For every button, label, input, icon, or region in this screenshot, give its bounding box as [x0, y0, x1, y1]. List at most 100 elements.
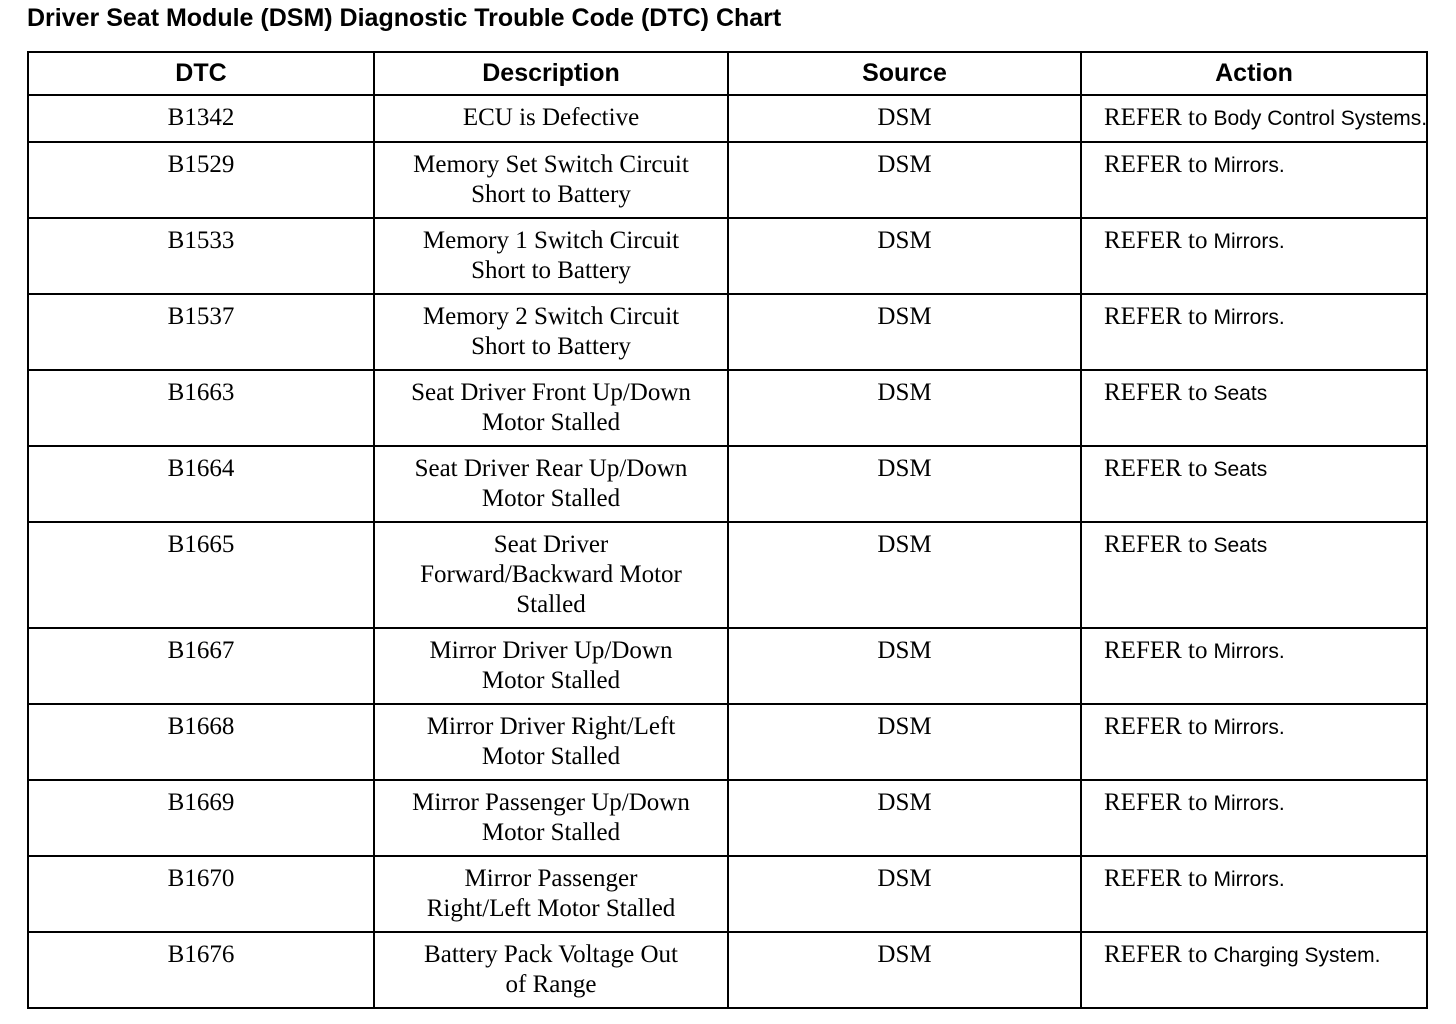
action-verb: REFER to: [1104, 941, 1208, 968]
description-line: Short to Battery: [471, 257, 631, 284]
action-verb: REFER to: [1104, 865, 1208, 892]
action-verb: REFER to: [1104, 104, 1208, 131]
source-cell: DSM: [727, 931, 1082, 1009]
description-line: Memory 2 Switch Circuit: [422, 303, 680, 330]
description-cell: ECU is Defective: [373, 94, 729, 143]
action-verb: REFER to: [1104, 789, 1208, 816]
description-cell: Seat Driver Forward/Backward Motor Stalled: [373, 521, 729, 629]
description-cell: Seat Driver Front Up/Down Motor Stalled: [373, 369, 729, 447]
action-target: Mirrors.: [1213, 306, 1285, 329]
dtc-cell: B1663: [27, 369, 375, 447]
description-line: Short to Battery: [471, 181, 631, 208]
source-cell: DSM: [727, 141, 1082, 219]
description-line: Mirror Driver Right/Left: [426, 713, 676, 740]
action-target: Mirrors.: [1213, 716, 1285, 739]
description-line: Short to Battery: [471, 333, 631, 360]
dtc-cell: B1537: [27, 293, 375, 371]
source-cell: DSM: [727, 627, 1082, 705]
action-verb: REFER to: [1104, 303, 1208, 330]
action-cell: REFER to Mirrors.: [1080, 293, 1428, 371]
description-cell: Mirror Driver Up/Down Motor Stalled: [373, 627, 729, 705]
dtc-cell: B1533: [27, 217, 375, 295]
action-verb: REFER to: [1104, 531, 1208, 558]
description-line: Memory Set Switch Circuit: [413, 151, 689, 178]
dtc-table: DTC Description Source Action B1342 ECU is D…: [27, 51, 1428, 1009]
action-target: Seats: [1213, 458, 1268, 481]
action-verb: REFER to: [1104, 455, 1208, 482]
source-cell: DSM: [727, 217, 1082, 295]
action-target: Mirrors.: [1213, 868, 1285, 891]
dtc-cell: B1669: [27, 779, 375, 857]
column-header: Action: [1080, 51, 1428, 96]
description-line: Battery Pack Voltage Out: [424, 941, 678, 968]
table-row: B1668 Mirror Driver Right/Left Motor Stall…: [27, 703, 1428, 781]
table-row: B1665 Seat Driver Forward/Backward Motor St…: [27, 521, 1428, 629]
table-body: B1342 ECU is Defective DSM REFER to Body Con…: [27, 94, 1428, 1009]
action-cell: REFER to Mirrors.: [1080, 627, 1428, 705]
source-cell: DSM: [727, 369, 1082, 447]
description-cell: Seat Driver Rear Up/Down Motor Stalled: [373, 445, 729, 523]
source-cell: DSM: [727, 94, 1082, 143]
action-cell: REFER to Mirrors.: [1080, 141, 1428, 219]
table-row: B1667 Mirror Driver Up/Down Motor Stalled D…: [27, 627, 1428, 705]
action-target: Mirrors.: [1213, 640, 1285, 663]
source-cell: DSM: [727, 703, 1082, 781]
description-cell: Mirror Passenger Up/Down Motor Stalled: [373, 779, 729, 857]
table-row: B1533 Memory 1 Switch Circuit Short to Bat…: [27, 217, 1428, 295]
table-row: B1669 Mirror Passenger Up/Down Motor Stall…: [27, 779, 1428, 857]
action-cell: REFER to Mirrors.: [1080, 217, 1428, 295]
description-line: Seat Driver: [493, 531, 609, 558]
dtc-cell: B1665: [27, 521, 375, 629]
action-target: Mirrors.: [1213, 230, 1285, 253]
description-line: Seat Driver Rear Up/Down: [414, 455, 688, 482]
description-line: Motor Stalled: [481, 667, 621, 694]
action-target: Seats: [1213, 382, 1268, 405]
table-row: B1664 Seat Driver Rear Up/Down Motor Stall…: [27, 445, 1428, 523]
dtc-cell: B1668: [27, 703, 375, 781]
dtc-cell: B1676: [27, 931, 375, 1009]
source-cell: DSM: [727, 779, 1082, 857]
source-cell: DSM: [727, 445, 1082, 523]
column-header: Description: [373, 51, 729, 96]
action-cell: REFER to Seats: [1080, 445, 1428, 523]
action-cell: REFER to Body Control Systems.: [1080, 94, 1428, 143]
description-line: Motor Stalled: [481, 409, 621, 436]
description-line: Motor Stalled: [481, 743, 621, 770]
action-cell: REFER to Charging System.: [1080, 931, 1428, 1009]
table-row: B1670 Mirror Passenger Right/Left Motor St…: [27, 855, 1428, 933]
description-cell: Memory Set Switch Circuit Short to Batter…: [373, 141, 729, 219]
dtc-cell: B1529: [27, 141, 375, 219]
column-header: DTC: [27, 51, 375, 96]
description-line: of Range: [505, 971, 597, 998]
table-row: B1663 Seat Driver Front Up/Down Motor Stal…: [27, 369, 1428, 447]
description-line: Motor Stalled: [481, 485, 621, 512]
table-row: B1676 Battery Pack Voltage Out of Range DSM…: [27, 931, 1428, 1009]
action-verb: REFER to: [1104, 151, 1208, 178]
action-verb: REFER to: [1104, 637, 1208, 664]
description-cell: Mirror Passenger Right/Left Motor Stalled: [373, 855, 729, 933]
action-cell: REFER to Seats: [1080, 369, 1428, 447]
description-line: Motor Stalled: [481, 819, 621, 846]
action-verb: REFER to: [1104, 227, 1208, 254]
action-cell: REFER to Mirrors.: [1080, 703, 1428, 781]
source-cell: DSM: [727, 293, 1082, 371]
action-target: Charging System.: [1213, 944, 1381, 967]
description-line: Mirror Passenger Up/Down: [412, 789, 690, 816]
action-target: Mirrors.: [1213, 154, 1285, 177]
description-line: Memory 1 Switch Circuit: [422, 227, 680, 254]
description-line: Stalled: [516, 591, 586, 618]
description-line: Mirror Driver Up/Down: [429, 637, 673, 664]
dtc-cell: B1342: [27, 94, 375, 143]
title: Driver Seat Module (DSM) Diagnostic Trou…: [27, 4, 782, 32]
action-target: Mirrors.: [1213, 792, 1285, 815]
action-verb: REFER to: [1104, 713, 1208, 740]
description-cell: Memory 1 Switch Circuit Short to Battery: [373, 217, 729, 295]
description-line: Mirror Passenger: [464, 865, 638, 892]
action-cell: REFER to Mirrors.: [1080, 779, 1428, 857]
header-row: DTC Description Source Action: [27, 51, 1428, 96]
action-target: Seats: [1213, 534, 1268, 557]
description-cell: Mirror Driver Right/Left Motor Stalled: [373, 703, 729, 781]
table-row: B1537 Memory 2 Switch Circuit Short to Bat…: [27, 293, 1428, 371]
action-cell: REFER to Mirrors.: [1080, 855, 1428, 933]
